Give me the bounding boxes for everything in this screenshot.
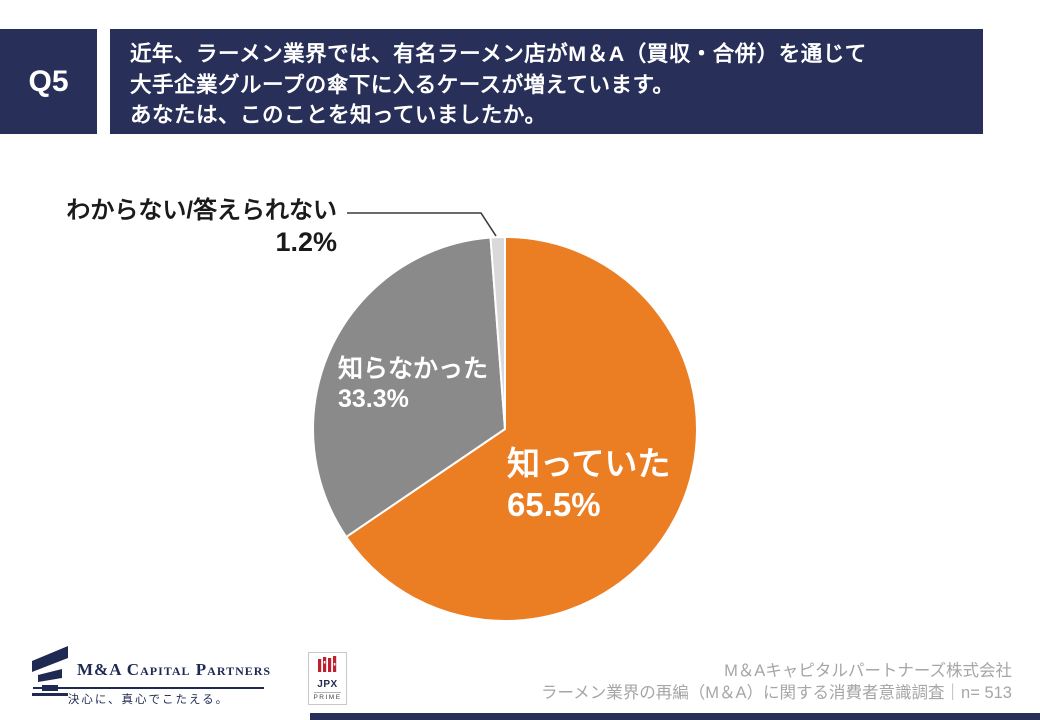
question-text-line3: あなたは、このことを知っていましたか。 <box>130 103 547 127</box>
credit-survey: ラーメン業界の再編（M＆A）に関する消費者意識調査｜n= 513 <box>540 683 1012 702</box>
jpx-prime-badge: JPX PRIME <box>308 652 347 705</box>
pie-slice-3 <box>489 236 506 430</box>
slice-didnt-value: 33.3% <box>338 385 409 413</box>
slice-didnt-text: 知らなかった <box>338 355 489 383</box>
question-number-box: Q5 <box>0 29 97 134</box>
macp-logo-wordmark: M&A Capital Partners <box>77 660 272 679</box>
pie-slice-1 <box>345 236 698 622</box>
slice-knew-text: 知っていた <box>507 445 671 482</box>
callout-leader-line <box>347 212 497 237</box>
question-text-line2: 大手企業グループの傘下に入るケースが増えています。 <box>130 72 675 97</box>
bottom-accent-bar <box>310 713 1040 720</box>
question-banner: 近年、ラーメン業界では、有名ラーメン店がM＆A（買収・合併）を通じて 大手企業グ… <box>110 29 983 134</box>
pie-chart <box>312 236 698 622</box>
jpx-prime-label: PRIME <box>313 694 342 701</box>
pie-slice-2 <box>312 236 506 538</box>
jpx-divider <box>314 692 341 693</box>
macp-logo-rule <box>33 687 264 689</box>
question-text-line1: 近年、ラーメン業界では、有名ラーメン店がM＆A（買収・合併）を通じて <box>130 42 867 66</box>
slice-unknown-text: わからない/答えられない <box>66 197 337 224</box>
jpx-bars-icon <box>317 656 336 672</box>
macp-logo-tagline: 決心に、真心でこたえる。 <box>67 694 230 706</box>
slice-label-unknown: わからない/答えられない 1.2% <box>66 195 337 257</box>
survey-credit: M＆Aキャピタルパートナーズ株式会社 ラーメン業界の再編（M＆A）に関する消費者… <box>541 661 1012 704</box>
macp-logo-mark <box>32 646 68 696</box>
slice-unknown-value: 1.2% <box>275 227 337 257</box>
slice-label-knew: 知っていた 65.5% <box>507 443 670 525</box>
slice-knew-value: 65.5% <box>507 486 601 523</box>
jpx-label: JPX <box>317 679 338 690</box>
slice-label-didnt: 知らなかった 33.3% <box>338 354 488 414</box>
question-number: Q5 <box>28 64 69 98</box>
credit-company: M＆Aキャピタルパートナーズ株式会社 <box>724 662 1012 680</box>
